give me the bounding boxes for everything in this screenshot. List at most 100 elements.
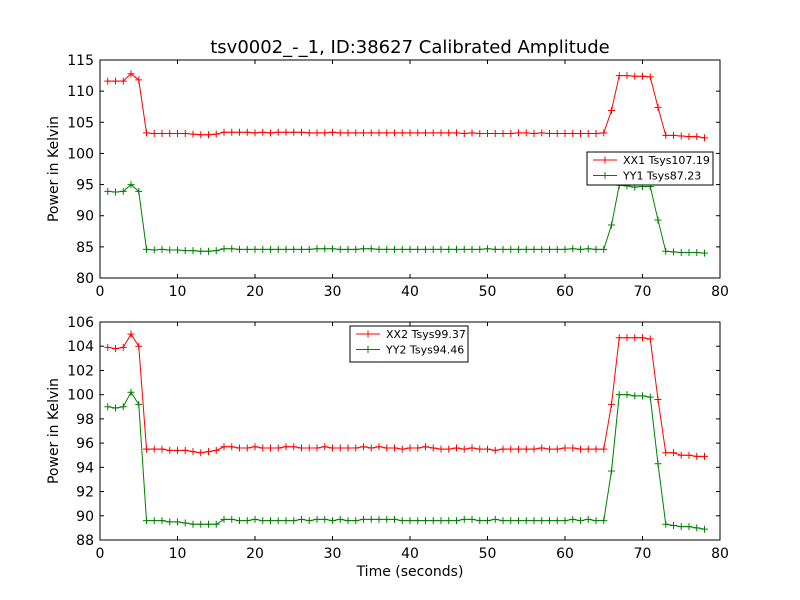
data-point [243,444,251,452]
data-point [422,517,429,525]
x-tick-label: 70 [634,284,652,300]
data-point [352,444,360,452]
y-axis-label: Power in Kelvin [46,116,62,222]
data-point [375,245,383,253]
data-point [329,245,336,253]
y-tick-label: 98 [76,412,94,428]
data-point [685,523,693,531]
data-point [251,443,259,451]
data-point [437,445,445,453]
data-point [205,448,212,456]
data-point [577,129,584,137]
data-point [336,444,344,452]
data-point [615,334,623,342]
data-point [584,515,592,523]
data-point [468,444,476,452]
y-axis-label: Power in Kelvin [46,378,62,484]
data-point [476,129,484,137]
data-point [608,400,615,408]
data-point [685,248,693,256]
data-point [437,245,445,253]
data-point [553,517,561,525]
data-point [267,245,274,253]
data-point [383,515,391,523]
data-point [189,448,197,456]
data-point [670,131,677,139]
data-point [282,443,290,451]
data-point [468,129,476,137]
data-point [437,517,445,525]
data-point [445,445,453,453]
data-point [398,129,406,137]
data-point [274,245,282,253]
series-1 [104,330,708,460]
data-point [484,129,491,137]
data-point [329,128,336,136]
data-point [623,72,631,80]
data-point [166,246,174,254]
data-point [329,517,336,525]
data-point [677,523,685,531]
data-point [282,517,290,525]
data-point [282,128,290,136]
data-point [414,129,422,137]
series-2 [104,388,708,533]
data-point [592,445,600,453]
y-tick-label: 104 [67,339,94,355]
data-point [662,247,670,255]
data-point [166,446,174,454]
data-point [367,129,375,137]
data-point [352,129,360,137]
data-point [406,444,414,452]
legend: XX2 Tsys99.37 YY2 Tsys94.46 [349,325,469,363]
data-point [290,517,298,525]
data-point [600,517,608,525]
x-tick-label: 0 [96,546,105,562]
data-point [530,245,538,253]
y-tick-label: 102 [67,363,94,379]
x-tick-label: 60 [556,284,574,300]
data-point [267,517,274,525]
data-point [298,515,305,523]
data-point [290,245,298,253]
x-tick-label: 50 [479,546,497,562]
data-point [119,403,127,411]
data-point [228,245,236,253]
data-point [654,396,662,404]
data-point [398,445,406,453]
data-point [321,443,329,451]
data-point [360,245,367,253]
data-point [189,247,197,255]
data-point [631,72,639,80]
data-point [274,517,282,525]
data-point [600,245,608,253]
data-point [484,445,491,453]
chart-panel-2: 0 10 20 30 40 50 60 70 80 88 90 92 94 96 98 100 102 104 10… [46,315,729,580]
data-point [212,247,220,255]
data-point [104,187,112,195]
legend-swatch-marker [364,346,372,353]
data-point [685,451,693,459]
data-point [646,335,654,343]
data-point [174,518,181,526]
data-point [476,245,484,253]
data-point [251,245,259,253]
data-point [577,245,584,253]
x-tick-label: 10 [169,284,187,300]
data-point [639,72,646,80]
data-point [422,443,429,451]
data-point [205,131,212,139]
data-point [491,446,499,454]
data-point [367,245,375,253]
data-point [460,245,468,253]
data-point [538,245,546,253]
data-point [577,517,584,525]
data-point [344,129,352,137]
data-point [422,245,429,253]
data-point [220,443,228,451]
data-point [453,444,460,452]
data-point [538,444,546,452]
data-point [158,129,166,137]
data-point [662,131,670,139]
